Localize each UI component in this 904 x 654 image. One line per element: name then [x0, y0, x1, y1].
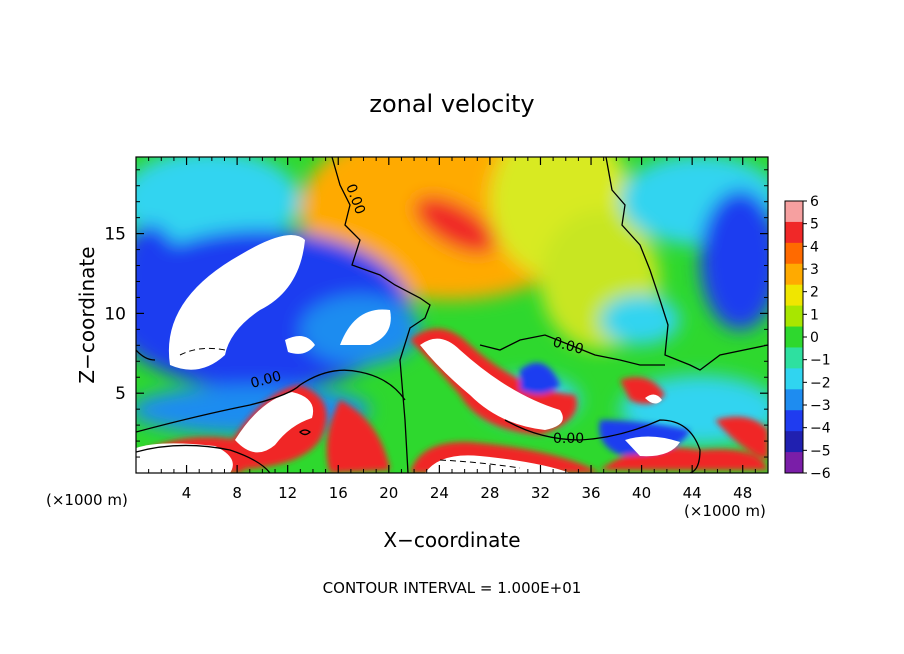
colorbar-label: 6: [810, 194, 819, 210]
colorbar: 6 5 4 3 2 1 0 −1 −2 −3 −4 −5 −6: [784, 194, 831, 482]
y-tick-label: 15: [104, 225, 126, 245]
colorbar-swatch: [785, 431, 803, 453]
colorbar-label: −6: [810, 466, 831, 482]
x-axis: 4 8 12 16 20 24 28 32 36 40 44 48: [148, 157, 756, 502]
chart-title: zonal velocity: [369, 90, 534, 118]
x-tick-label: 24: [430, 484, 449, 502]
x-tick-label: 8: [232, 484, 242, 502]
y-axis: 5 10 15: [104, 169, 768, 458]
x-tick-label: 4: [182, 484, 192, 502]
colorbar-label: 4: [810, 239, 819, 255]
colorbar-swatch: [785, 368, 803, 390]
y-axis-label: Z−coordinate: [75, 246, 99, 383]
colorbar-swatch: [785, 452, 803, 474]
colorbar-swatch: [785, 347, 803, 369]
x-tick-label: 44: [683, 484, 702, 502]
colorbar-label: 2: [810, 285, 819, 301]
colorbar-swatch: [785, 221, 803, 244]
colorbar-swatch: [785, 305, 803, 328]
x-tick-label: 36: [581, 484, 600, 502]
colorbar-swatch: [785, 263, 803, 286]
colorbar-label: −1: [810, 353, 831, 369]
contour-label: 0.00: [249, 368, 283, 392]
colorbar-swatch: [785, 389, 803, 411]
colorbar-label: −3: [810, 398, 831, 414]
x-tick-label: 32: [531, 484, 550, 502]
x-tick-label: 48: [733, 484, 752, 502]
colorbar-label: −4: [810, 421, 831, 437]
heatmap-field: [136, 157, 768, 473]
x-tick-label: 12: [278, 484, 297, 502]
x-axis-unit: (×1000 m): [46, 491, 128, 509]
colorbar-label: −2: [810, 375, 831, 391]
colorbar-label: 0: [810, 330, 819, 346]
colorbar-label: 1: [810, 307, 819, 323]
colorbar-label: 5: [810, 217, 819, 233]
y-tick-label: 10: [104, 304, 126, 324]
contour-label: 0.00: [553, 431, 584, 447]
x-tick-label: 16: [329, 484, 348, 502]
colorbar-label: 3: [810, 262, 819, 278]
colorbar-swatch: [785, 410, 803, 432]
x-tick-label: 28: [480, 484, 499, 502]
contour-interval-note: CONTOUR INTERVAL = 1.000E+01: [323, 579, 582, 597]
x-axis-unit-right: (×1000 m): [684, 502, 766, 520]
colorbar-label: −5: [810, 443, 831, 459]
colorbar-swatch: [785, 242, 803, 265]
contour-label: 0.00: [551, 334, 585, 358]
colorbar-swatch: [785, 284, 803, 307]
colorbar-swatch: [785, 201, 803, 223]
x-axis-label: X−coordinate: [383, 528, 520, 552]
y-tick-label: 5: [115, 384, 126, 404]
x-tick-label: 40: [632, 484, 651, 502]
colorbar-swatch: [785, 326, 803, 348]
x-tick-label: 20: [379, 484, 398, 502]
